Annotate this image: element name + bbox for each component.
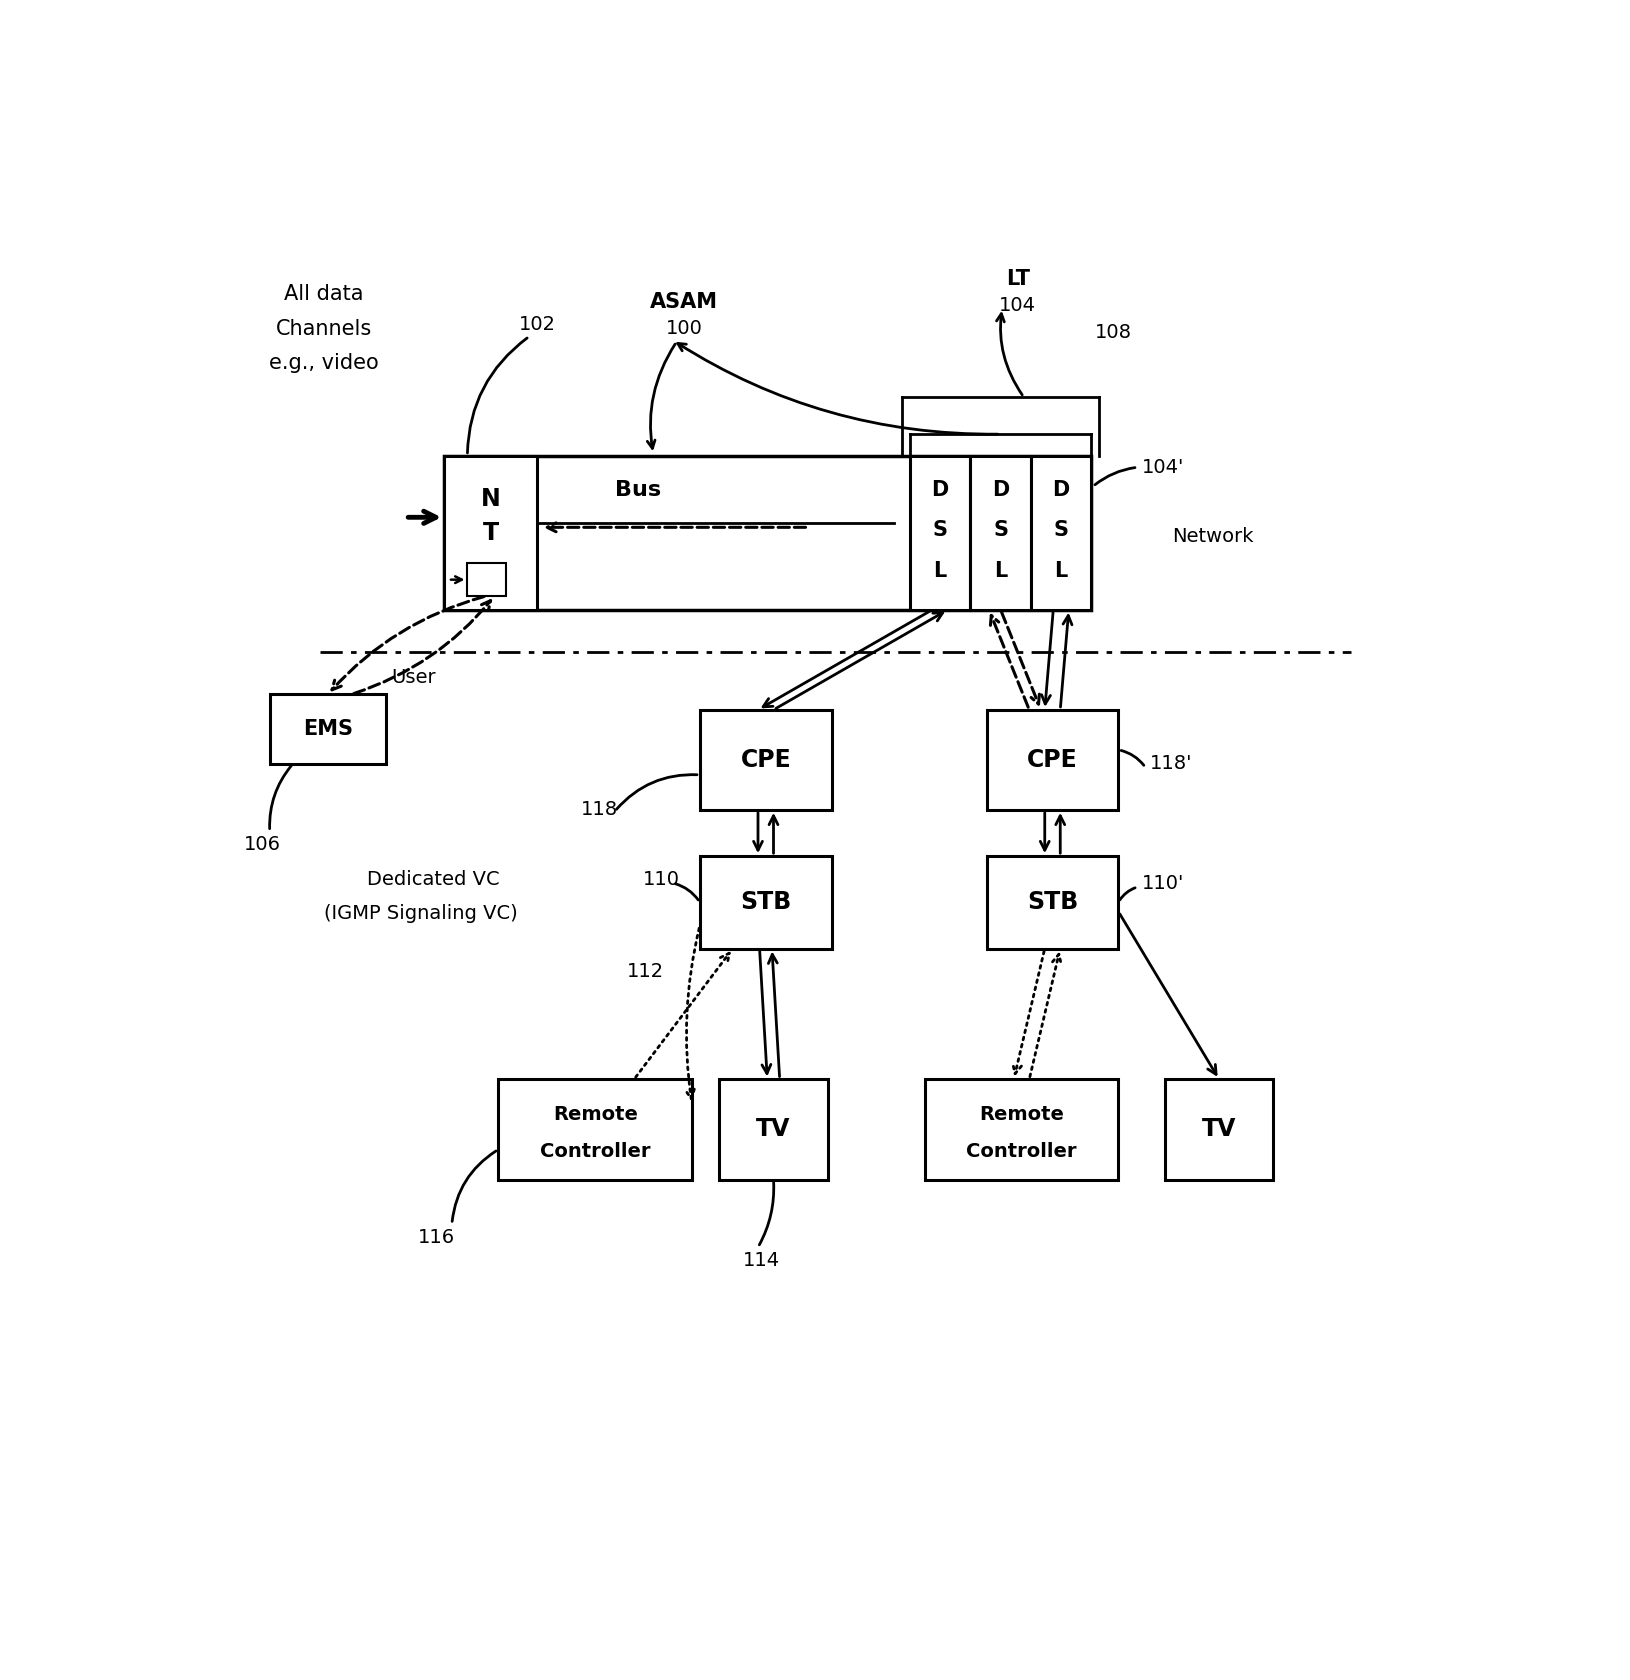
Text: Network: Network xyxy=(1172,528,1253,546)
Text: Controller: Controller xyxy=(540,1142,650,1161)
Text: 110': 110' xyxy=(1141,874,1183,892)
Text: ASAM: ASAM xyxy=(650,292,717,312)
Bar xyxy=(970,455,1030,610)
Text: 104': 104' xyxy=(1141,457,1183,477)
Bar xyxy=(910,455,970,610)
Bar xyxy=(924,1079,1118,1179)
Text: Remote: Remote xyxy=(978,1105,1063,1124)
Text: N: N xyxy=(481,487,500,511)
Text: 116: 116 xyxy=(417,1228,455,1247)
Text: All data: All data xyxy=(284,284,363,304)
Text: LT: LT xyxy=(1006,269,1029,289)
Text: TV: TV xyxy=(756,1117,791,1141)
Text: D: D xyxy=(1051,479,1069,499)
Text: Channels: Channels xyxy=(275,319,372,339)
Text: EMS: EMS xyxy=(303,719,352,739)
Text: 102: 102 xyxy=(518,316,556,334)
Text: User: User xyxy=(391,669,435,687)
Text: S: S xyxy=(993,519,1007,539)
Text: T: T xyxy=(482,521,499,544)
Bar xyxy=(719,1079,828,1179)
Bar xyxy=(986,709,1118,810)
Bar xyxy=(468,563,505,596)
Bar xyxy=(1030,455,1090,610)
Bar xyxy=(443,455,1090,610)
Bar xyxy=(986,857,1118,949)
Text: 100: 100 xyxy=(665,319,703,338)
Text: (IGMP Signaling VC): (IGMP Signaling VC) xyxy=(324,904,517,924)
Text: 110: 110 xyxy=(642,870,680,889)
Text: Dedicated VC: Dedicated VC xyxy=(367,870,499,889)
Text: L: L xyxy=(993,561,1007,581)
Text: S: S xyxy=(1053,519,1068,539)
Text: 114: 114 xyxy=(743,1252,781,1270)
Text: CPE: CPE xyxy=(740,748,791,771)
Text: STB: STB xyxy=(1027,890,1077,914)
Bar xyxy=(269,694,386,764)
Text: CPE: CPE xyxy=(1027,748,1077,771)
Text: e.g., video: e.g., video xyxy=(269,353,378,373)
Bar xyxy=(499,1079,691,1179)
Text: TV: TV xyxy=(1201,1117,1236,1141)
Text: L: L xyxy=(1053,561,1068,581)
Bar xyxy=(699,857,831,949)
Bar xyxy=(1164,1079,1273,1179)
Bar xyxy=(443,455,536,610)
Text: S: S xyxy=(932,519,947,539)
Text: Remote: Remote xyxy=(553,1105,637,1124)
Text: 112: 112 xyxy=(626,963,663,981)
Text: Bus: Bus xyxy=(615,479,660,499)
Text: 118: 118 xyxy=(580,800,618,820)
Text: 118': 118' xyxy=(1149,754,1192,773)
Text: 104: 104 xyxy=(999,296,1035,316)
Bar xyxy=(699,709,831,810)
Text: D: D xyxy=(991,479,1009,499)
Text: Controller: Controller xyxy=(965,1142,1076,1161)
Text: D: D xyxy=(931,479,949,499)
Text: 108: 108 xyxy=(1094,323,1131,343)
Text: L: L xyxy=(932,561,945,581)
Text: 106: 106 xyxy=(243,835,280,853)
Text: STB: STB xyxy=(740,890,791,914)
